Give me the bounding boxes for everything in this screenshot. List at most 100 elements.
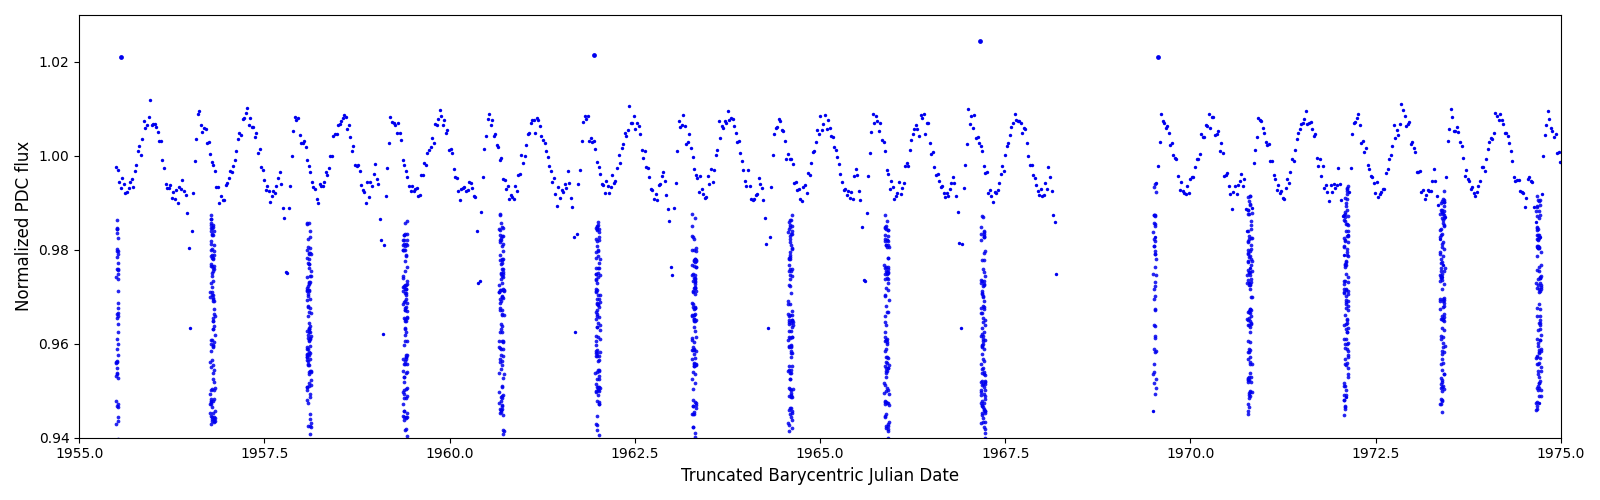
Point [1493,130,1518,138]
Point [1334,185,1360,193]
Point [558,194,584,202]
Point [1525,370,1550,378]
Point [275,204,301,212]
Point [1253,138,1278,145]
Point [797,170,822,178]
Point [368,236,394,244]
Point [542,190,568,198]
Point [184,134,210,142]
Point [1526,348,1552,356]
Point [1525,243,1550,251]
Point [765,124,790,132]
Point [296,260,322,268]
Point [874,410,899,418]
Point [632,148,658,156]
Point [1315,188,1341,196]
Point [586,226,611,234]
Point [872,424,898,432]
Point [1334,194,1360,202]
Point [318,152,344,160]
Point [392,246,418,254]
Point [1235,266,1261,274]
Point [624,119,650,127]
Point [806,130,832,138]
Point [152,180,178,188]
Point [846,187,872,195]
Point [942,179,968,187]
Point [971,297,997,305]
Point [322,130,347,138]
Point [504,186,530,194]
Point [1525,252,1550,260]
Point [1430,339,1456,347]
Point [680,402,706,409]
Point [1430,344,1456,351]
Point [778,282,803,290]
Point [778,238,803,246]
Point [430,121,456,129]
Point [1534,106,1560,114]
Point [394,352,419,360]
Point [200,264,226,272]
Point [1338,164,1363,172]
Point [298,304,323,312]
Point [1352,148,1378,156]
Point [874,398,899,406]
Point [198,215,224,223]
Point [499,192,525,200]
Point [1523,279,1549,287]
Point [122,168,147,175]
Point [488,320,514,328]
Point [776,344,802,351]
Point [317,164,342,172]
Point [395,174,421,182]
Point [1525,226,1550,234]
Point [587,372,613,380]
Point [970,256,995,264]
Point [1430,386,1456,394]
Point [405,192,430,200]
Point [1237,388,1262,396]
Point [779,322,805,330]
Point [488,406,514,413]
Point [202,310,227,318]
Point [779,310,805,318]
Point [242,133,267,141]
Point [1286,125,1312,133]
Point [1197,110,1222,118]
Point [1142,250,1168,258]
Point [1526,321,1552,329]
Point [1430,221,1456,229]
Point [394,432,419,440]
Point [200,288,226,296]
Point [539,178,565,186]
Point [390,300,416,308]
Point [778,289,803,297]
Point [1160,151,1186,159]
Point [680,306,706,314]
Point [1237,376,1262,384]
Point [1142,292,1168,300]
Point [200,221,226,229]
Point [1238,225,1264,233]
Point [770,126,795,134]
Point [1144,178,1170,186]
Point [1016,152,1042,160]
Point [874,336,899,344]
Point [725,138,750,145]
Point [1269,188,1294,196]
Point [1258,157,1283,165]
Point [586,382,611,390]
Point [298,419,323,427]
Point [488,270,514,278]
Point [170,176,195,184]
Point [1430,348,1456,356]
Point [1525,368,1550,376]
Point [392,246,418,254]
Point [778,274,803,282]
Point [582,368,608,376]
Point [1237,344,1262,352]
Point [875,434,901,442]
Point [680,300,706,308]
Point [874,422,899,430]
